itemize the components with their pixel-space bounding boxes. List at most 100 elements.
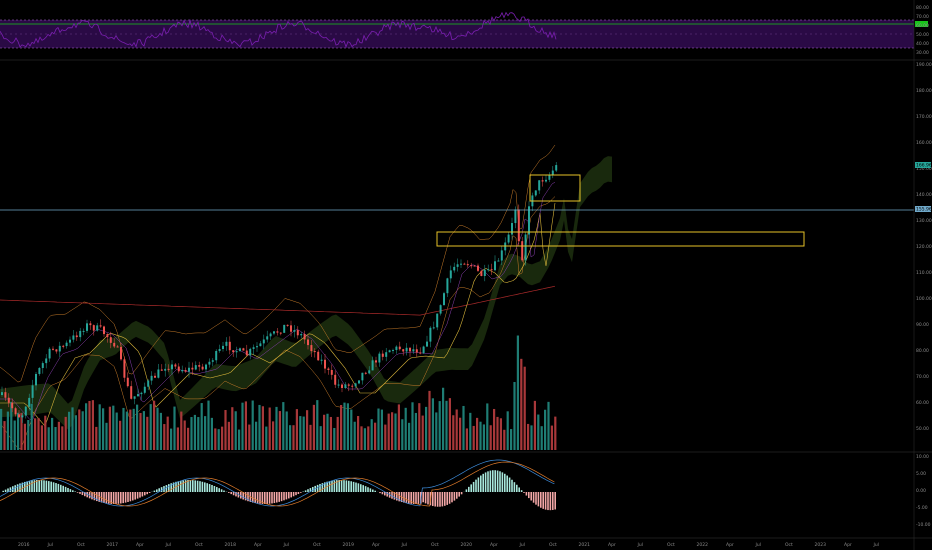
macd-bar [84,492,86,497]
candle-body [351,385,354,387]
macd-bar [436,492,439,507]
macd-bar [285,492,288,500]
candle-body [456,264,459,267]
volume-bar [234,411,237,450]
macd-bar [393,492,396,500]
demand-zone[interactable] [436,231,805,247]
candle-body [283,324,286,333]
volume-bar [166,416,169,450]
macd-bar [187,480,189,492]
volume-bar [445,400,448,450]
macd-bar [537,492,540,507]
macd-bar [120,492,122,504]
volume-bar [343,402,346,450]
macd-bar [192,480,194,492]
macd-bar [2,490,4,492]
macd-bar [14,485,16,492]
volume-bar [309,424,312,450]
macd-bar [136,492,139,499]
rsi-line [0,11,557,48]
rsi-panel[interactable]: 80.00 70.00 60.00 50.00 40.00 30.00 [0,5,929,56]
volume-bar [554,416,557,450]
volume-bar [414,412,417,450]
macd-bar [264,492,266,504]
macd-bar [511,479,513,492]
volume-bar [329,416,332,450]
volume-bar [27,419,30,450]
time-tick: Apr [726,542,734,548]
candle-body [497,260,500,262]
volume-bar [459,417,462,450]
volume-bar [292,425,295,450]
candle-body [409,347,411,352]
macd-bar [62,485,64,492]
macd-bar [300,492,302,493]
macd-bar [309,488,312,492]
volume-bar [156,407,159,450]
resistance-zone[interactable] [529,174,581,202]
macd-bar [194,480,196,492]
candle-body [252,347,255,349]
time-tick: Oct [785,542,793,548]
macd-bar [410,492,412,504]
volume-bar [442,387,445,450]
volume-bar [139,412,142,450]
volume-bar [149,404,152,450]
time-tick: 2019 [343,542,355,548]
macd-bar [405,492,408,504]
candle-body [303,334,306,340]
macd-bar [50,481,52,492]
price-panel[interactable]: 190.00 180.00 170.00 160.00 150.00 140.00 130.… [0,62,932,450]
volume-bar [231,407,234,450]
volume-bar [23,423,26,450]
candle-body [273,331,275,334]
volume-bar [353,421,356,450]
volume-bar [85,403,88,450]
candle-body [174,364,177,367]
macd-bar [477,477,480,492]
macd-bar [108,492,110,504]
volume-bar [326,413,329,450]
volume-bar [17,412,20,450]
candle-body [443,293,445,306]
volume-bar [408,422,411,450]
volume-bar [411,402,414,450]
time-tick: 2022 [697,542,709,548]
time-tick: Apr [372,542,380,548]
macd-panel[interactable]: 10.00 5.00 0.00 -5.00 -10.00 [0,454,931,528]
candle-body [364,372,367,374]
macd-bar [218,488,220,492]
volume-bar [544,409,547,450]
candle-body [538,180,541,191]
price-tick: 190.00 [916,62,932,68]
macd-bar [79,492,81,494]
macd-bar [112,492,115,504]
candle-body [317,351,320,361]
candle-body [344,384,347,388]
macd-bar [343,480,345,492]
volume-bar [448,398,451,450]
volume-bar [513,382,516,450]
volume-bar [265,426,268,450]
macd-bar [45,480,48,492]
candle-body [164,368,167,371]
volume-bar [34,418,37,450]
candle-body [72,335,75,340]
candle-body [222,345,224,350]
price-tick: 100.00 [916,296,932,302]
volume-bar [54,427,57,450]
candle-body [140,392,143,395]
macd-bar [213,485,216,492]
macd-tick: 5.00 [916,471,926,477]
volume-bar [68,411,71,450]
candle-body [307,339,309,346]
price-tick: 160.00 [916,140,932,146]
volume-bar [173,406,176,450]
macd-bar [362,485,364,492]
macd-tick: 10.00 [916,454,929,460]
candle-body [75,335,78,338]
volume-bar [3,421,6,450]
volume-bar [377,408,380,450]
volume-bar [207,400,210,450]
